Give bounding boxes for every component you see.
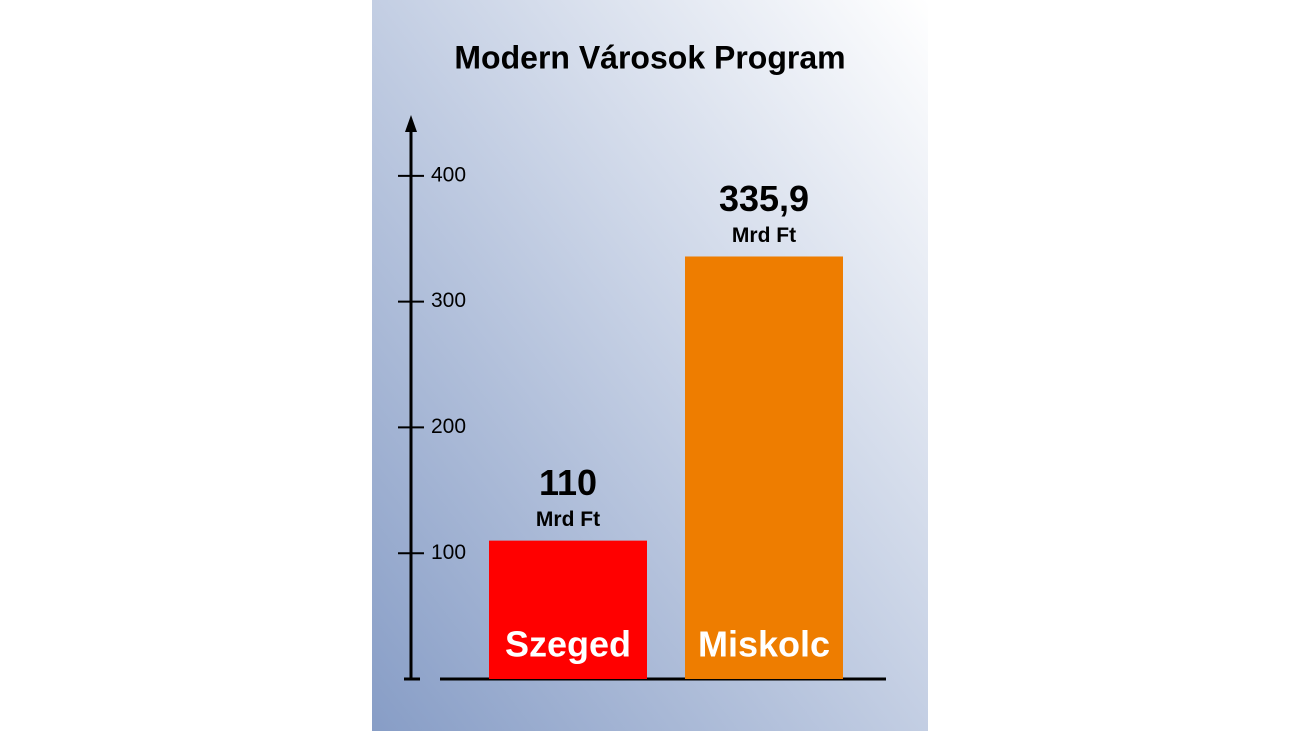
y-tick-label: 200 — [431, 415, 466, 438]
bar — [489, 540, 647, 679]
y-tick-label: 400 — [431, 163, 466, 186]
category-label: Szeged — [505, 624, 631, 665]
category-label: Miskolc — [698, 624, 830, 665]
value-unit: Mrd Ft — [536, 508, 600, 531]
y-tick-label: 100 — [431, 541, 466, 564]
value-label: 335,9 — [719, 178, 809, 219]
panel — [372, 0, 928, 731]
value-unit: Mrd Ft — [732, 224, 796, 247]
chart-title: Modern Városok Program — [454, 39, 845, 75]
y-tick-label: 300 — [431, 289, 466, 312]
value-label: 110 — [539, 462, 597, 503]
bar — [685, 256, 843, 679]
axis-arrow — [405, 115, 417, 132]
